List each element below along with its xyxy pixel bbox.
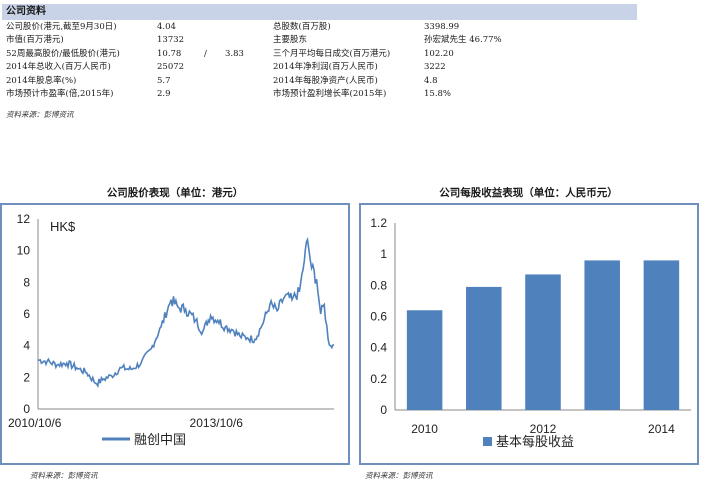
info-value-3: 3222 bbox=[424, 62, 446, 73]
y-tick-label: 0.8 bbox=[370, 278, 387, 292]
info-value: 5.7 bbox=[157, 75, 171, 86]
info-value: 2.9 bbox=[157, 89, 171, 99]
bottom-source-right: 资料来源：彭博资讯 bbox=[365, 471, 433, 480]
info-source: 资料来源：彭博资讯 bbox=[6, 110, 74, 119]
x-tick-label: 2013/10/6 bbox=[190, 416, 244, 430]
info-label: 2014年总收入(百万人民币) bbox=[6, 62, 111, 73]
stock-price-svg: 0 2 4 6 8 10 12 HK$ 2010/10/6 2013/10/6 融创中国 bbox=[8, 212, 334, 447]
legend-label: 融创中国 bbox=[134, 432, 186, 447]
info-value-3: 102.20 bbox=[424, 48, 454, 59]
y-tick-label: 10 bbox=[17, 244, 31, 258]
bar-2013 bbox=[584, 260, 620, 410]
legend-swatch-基本每股收益 bbox=[483, 437, 492, 446]
info-label-2: 总股数(百万股) bbox=[273, 22, 331, 32]
y-tick-label: 0 bbox=[23, 402, 30, 416]
x-tick-label: 2010/10/6 bbox=[8, 416, 62, 430]
info-separator: / bbox=[204, 48, 207, 59]
y-tick-label: 12 bbox=[17, 212, 31, 226]
y-tick-label: 0 bbox=[380, 403, 387, 417]
eps-chart: 0 0.2 0.4 0.6 0.8 1 1.2 2010 2012 2014 基本每股收益 bbox=[359, 203, 699, 465]
info-value-2: 3.83 bbox=[225, 48, 244, 59]
x-tick-label: 2012 bbox=[530, 422, 557, 436]
info-value: 10.78 bbox=[157, 48, 182, 59]
bar-2014 bbox=[643, 260, 680, 410]
series-line-融创中国 bbox=[37, 236, 334, 389]
info-label-2: 2014年净利润(百万人民币) bbox=[273, 62, 378, 73]
stock-chart-title: 公司股价表现（单位：港元） bbox=[106, 187, 244, 199]
y-tick-label: 2 bbox=[23, 370, 30, 384]
eps-chart-title: 公司每股收益表现（单位：人民币元） bbox=[439, 187, 618, 199]
info-value-3: 4.8 bbox=[424, 75, 438, 86]
info-label: 公司股价(港元,截至9月30日) bbox=[6, 22, 117, 32]
x-tick-label: 2014 bbox=[648, 422, 675, 436]
info-value: 4.04 bbox=[157, 22, 176, 32]
bar-2011 bbox=[466, 286, 502, 410]
y-tick-label: 0.6 bbox=[370, 310, 387, 324]
bar-2012 bbox=[525, 274, 561, 410]
legend-label: 基本每股收益 bbox=[496, 434, 574, 449]
info-row: 2014年股息率(%) 5.7 2014年每股净资产(人民币) 4.8 bbox=[6, 75, 636, 88]
info-value-3: 孙宏斌先生 46.77% bbox=[424, 35, 502, 46]
y-tick-label: 0.4 bbox=[370, 341, 387, 355]
info-row: 市场预计市盈率(倍,2015年) 2.9 市场预计盈利增长率(2015年) 15.8% bbox=[6, 88, 636, 101]
info-value: 25072 bbox=[157, 62, 185, 73]
info-label-2: 三个月平均每日成交(百万港元) bbox=[273, 48, 391, 59]
info-value-3: 3398.99 bbox=[424, 22, 460, 32]
x-tick-label: 2010 bbox=[411, 422, 438, 436]
info-value-3: 15.8% bbox=[424, 89, 452, 99]
info-label-2: 2014年每股净资产(人民币) bbox=[273, 75, 378, 86]
info-label-2: 主要股东 bbox=[273, 35, 308, 46]
bottom-source-left: 资料来源：彭博资讯 bbox=[30, 471, 98, 480]
unit-label: HK$ bbox=[50, 219, 76, 234]
y-tick-label: 1 bbox=[380, 247, 387, 261]
info-label: 市场预计市盈率(倍,2015年) bbox=[6, 89, 114, 99]
company-info-header: 公司资料 bbox=[2, 4, 637, 20]
info-label: 52周最高股价/最低股价(港元) bbox=[6, 48, 120, 59]
info-row: 52周最高股价/最低股价(港元) 10.78 / 3.83 三个月平均每日成交(百万港元… bbox=[6, 48, 636, 61]
bar-2010 bbox=[406, 310, 443, 410]
info-row: 市值(百万港元) 13732 主要股东 孙宏斌先生 46.77% bbox=[6, 34, 636, 47]
y-tick-label: 8 bbox=[23, 275, 30, 289]
eps-svg: 0 0.2 0.4 0.6 0.8 1 1.2 2010 2012 2014 基本每股收益 bbox=[370, 216, 691, 449]
info-row: 公司股价(港元,截至9月30日) 4.04 总股数(百万股) 3398.99 bbox=[6, 21, 636, 34]
y-tick-label: 6 bbox=[23, 307, 30, 321]
info-label: 2014年股息率(%) bbox=[6, 75, 77, 86]
info-label-2: 市场预计盈利增长率(2015年) bbox=[273, 89, 387, 99]
y-tick-label: 1.2 bbox=[370, 216, 387, 230]
y-tick-label: 4 bbox=[23, 339, 30, 353]
info-value: 13732 bbox=[157, 35, 185, 46]
stock-price-chart: 0 2 4 6 8 10 12 HK$ 2010/10/6 2013/10/6 融创中国 bbox=[0, 203, 350, 465]
info-row: 2014年总收入(百万人民币) 25072 2014年净利润(百万人民币) 3222 bbox=[6, 61, 636, 74]
y-tick-label: 0.2 bbox=[370, 372, 387, 386]
info-label: 市值(百万港元) bbox=[6, 35, 64, 46]
